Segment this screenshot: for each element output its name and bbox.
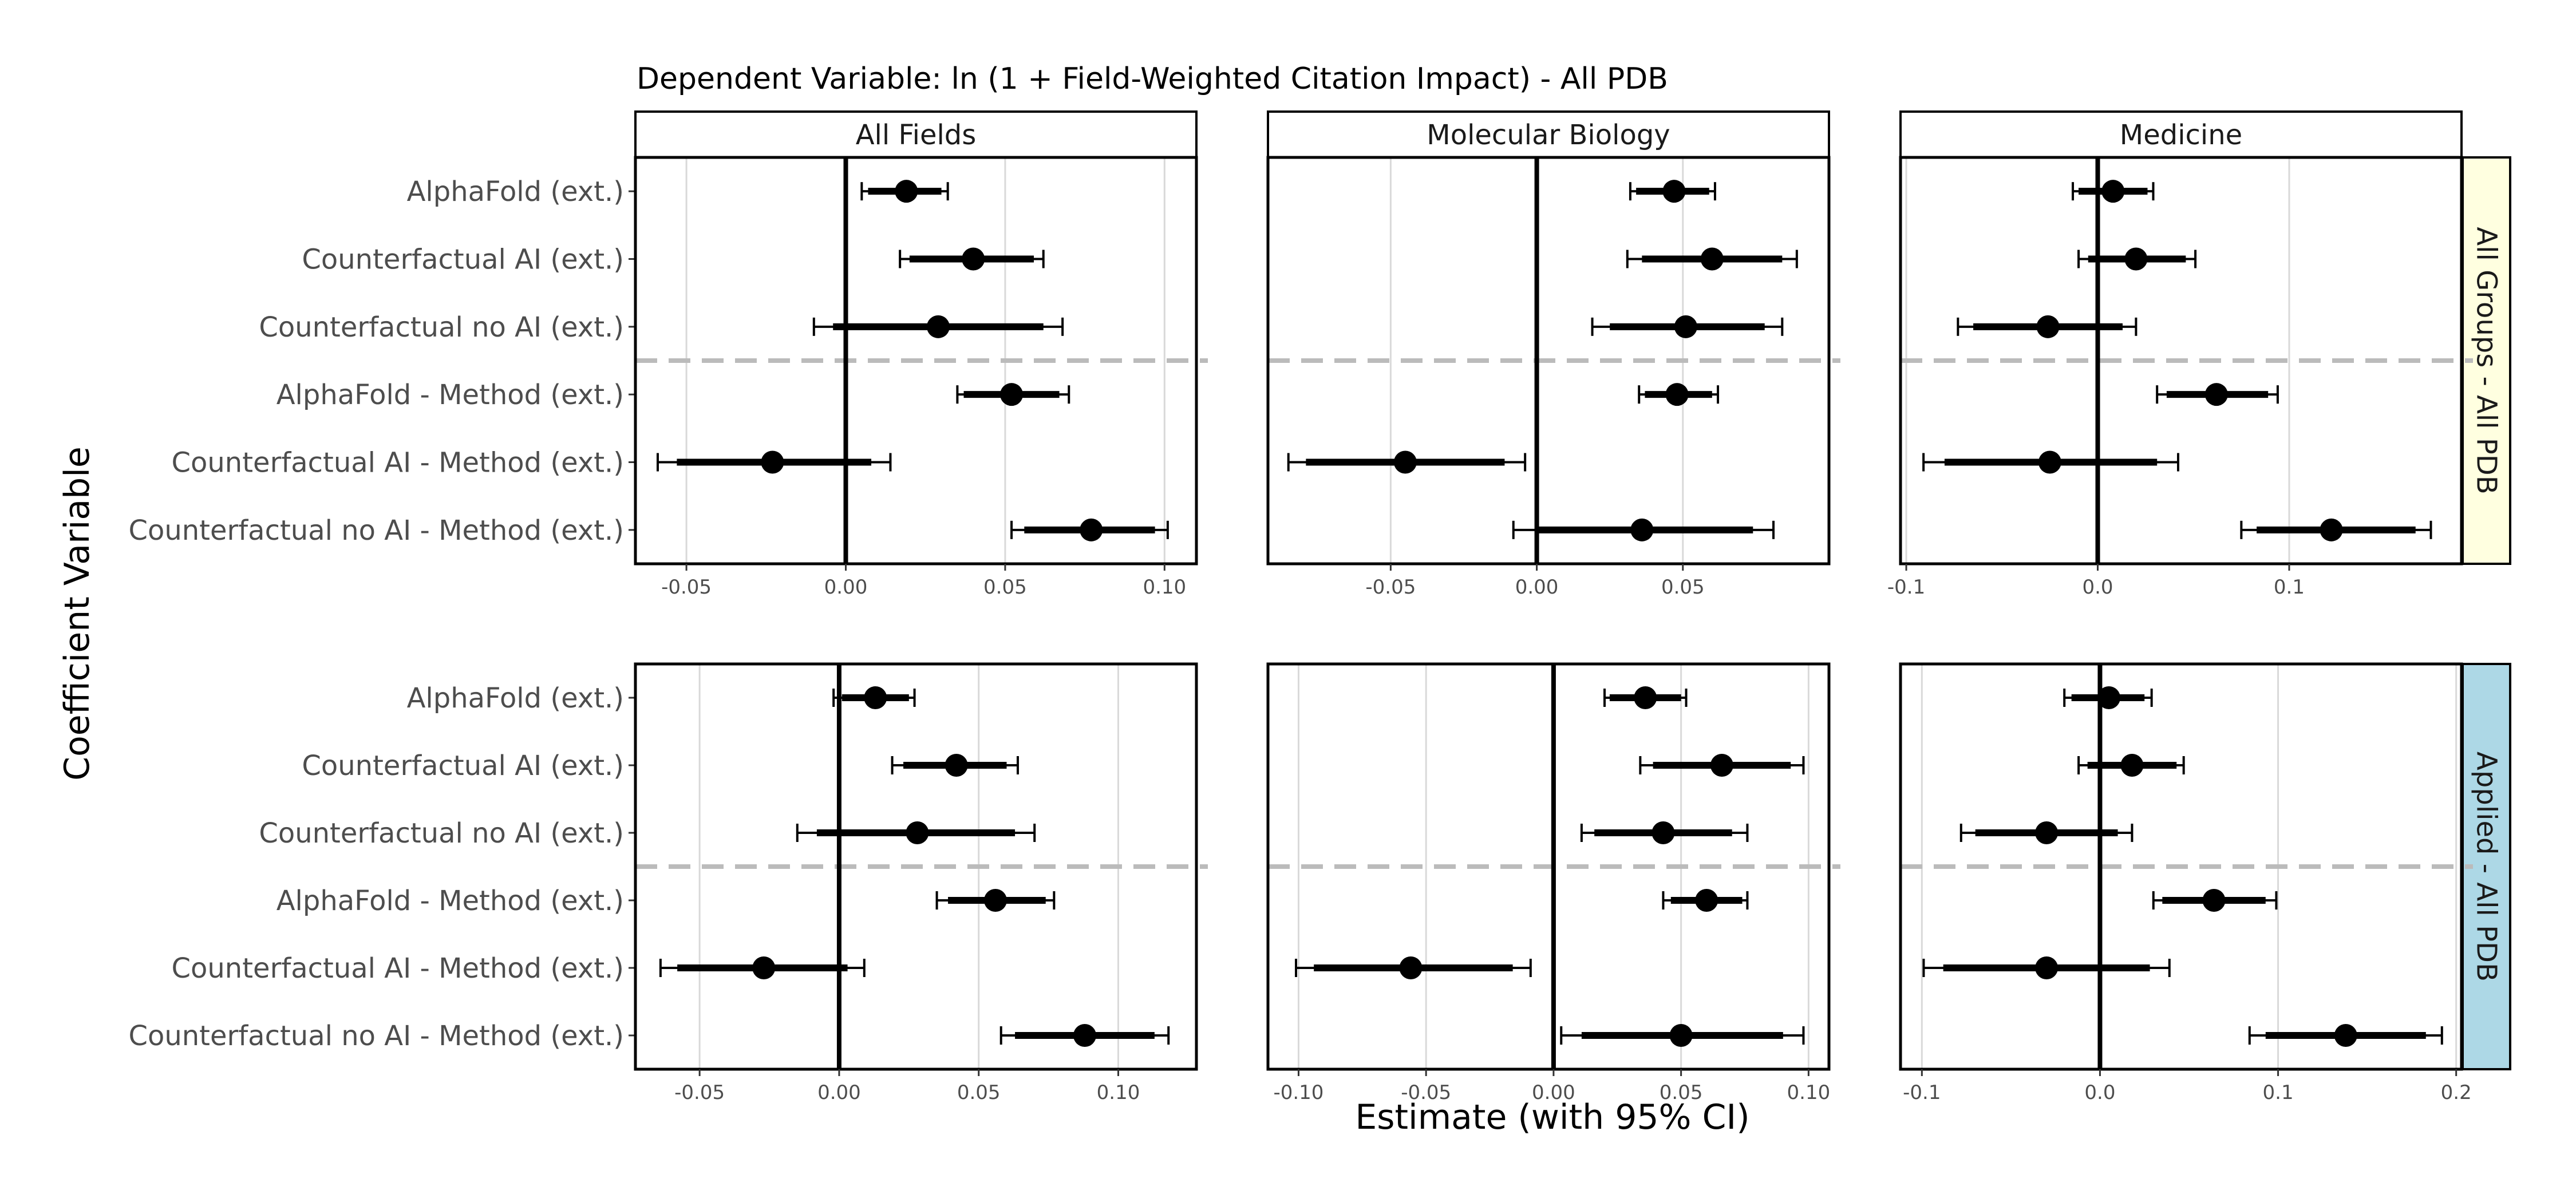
chart-title: Dependent Variable: ln (1 + Field-Weight… [637, 62, 1668, 96]
y-tick-label: AlphaFold (ext.) [407, 176, 624, 208]
column-strip-medicine [1899, 110, 2463, 159]
y-tick-label: Counterfactual AI (ext.) [302, 244, 624, 276]
estimate-point [2120, 754, 2144, 777]
y-tick-label: Counterfactual no AI - Method (ext.) [128, 515, 624, 547]
column-strip-label: Molecular Biology [1427, 119, 1670, 151]
x-tick-label: 0.10 [1143, 576, 1186, 599]
column-strip-label: All Fields [856, 119, 977, 151]
estimate-point [1073, 1024, 1096, 1047]
x-tick-label: -0.10 [1273, 1081, 1323, 1104]
x-tick-label: -0.05 [1401, 1081, 1451, 1104]
panel-all-groups-all-pdb-all-fields: -0.05 0.00 0.05 0.10 [634, 156, 1208, 599]
estimate-point [2097, 686, 2120, 709]
estimate-point [1710, 754, 1733, 777]
panel-border [1899, 156, 2463, 566]
x-tick-label: 0.0 [2084, 1081, 2115, 1104]
panel-applied-all-pdb-medicine: -0.1 0.0 0.1 0.2 [1899, 662, 2473, 1104]
y-tick-label: AlphaFold - Method (ext.) [276, 885, 624, 917]
x-tick-label: 0.00 [1515, 576, 1559, 599]
y-tick-label: Counterfactual no AI - Method (ext.) [128, 1020, 624, 1052]
x-tick-label: 0.00 [824, 576, 868, 599]
y-tick-label: Counterfactual AI - Method (ext.) [172, 447, 625, 479]
estimate-point [1695, 889, 1718, 912]
panel-border [1266, 662, 1831, 1071]
y-tick-label: Counterfactual no AI (ext.) [259, 311, 624, 343]
estimate-point [895, 180, 918, 203]
estimate-point [1652, 821, 1675, 844]
panel-border [1266, 156, 1831, 566]
row-strip-label: Applied - All PDB [2471, 752, 2503, 982]
x-tick-label: 0.05 [983, 576, 1027, 599]
estimate-point [2101, 180, 2125, 203]
estimate-point [1665, 383, 1689, 406]
estimate-point [2124, 247, 2148, 271]
x-tick-label: -0.05 [661, 576, 712, 599]
estimate-point [1700, 247, 1724, 271]
panel-border [634, 156, 1198, 566]
y-tick-label: Counterfactual AI - Method (ext.) [172, 952, 625, 984]
estimate-point [2334, 1024, 2357, 1047]
panel-applied-all-pdb-all-fields: -0.05 0.00 0.05 0.10 [634, 662, 1208, 1104]
estimate-point [2036, 315, 2060, 338]
x-tick-label: 0.00 [1532, 1081, 1575, 1104]
estimate-point [945, 754, 968, 777]
estimate-point [2038, 450, 2061, 474]
estimate-point [1080, 518, 1103, 541]
estimate-point [962, 247, 985, 271]
x-tick-label: 0.1 [2263, 1081, 2294, 1104]
column-strip-molecular-biology [1267, 110, 1830, 159]
x-tick-label: 0.00 [817, 1081, 861, 1104]
column-strip-label: Medicine [2120, 119, 2242, 151]
column-strip-all-fields [634, 110, 1198, 159]
y-axis-title: Coefficient Variable [57, 446, 97, 781]
estimate-point [1393, 450, 1417, 474]
y-tick-label: AlphaFold - Method (ext.) [276, 379, 624, 411]
estimate-point [2035, 956, 2059, 979]
estimate-point [926, 315, 950, 338]
panel-border [1899, 662, 2463, 1071]
panel-applied-all-pdb-molecular-biology: -0.10 -0.05 0.00 0.05 0.10 [1266, 662, 1840, 1104]
x-tick-label: -0.1 [1903, 1081, 1941, 1104]
estimate-point [2204, 383, 2228, 406]
estimate-point [906, 821, 929, 844]
estimate-point [2320, 518, 2343, 541]
x-tick-label: 0.10 [1097, 1081, 1140, 1104]
x-tick-label: -0.1 [1887, 576, 1925, 599]
panel-all-groups-all-pdb-molecular-biology: -0.05 0.00 0.05 [1266, 156, 1840, 599]
x-tick-label: 0.0 [2082, 576, 2113, 599]
panel-border [634, 662, 1198, 1071]
facet-grid: All Fields Molecular Biology Medicine All G… [128, 110, 2511, 1104]
y-tick-label: AlphaFold (ext.) [407, 682, 624, 714]
estimate-point [2202, 889, 2226, 912]
x-tick-label: -0.05 [1365, 576, 1416, 599]
estimate-point [1634, 686, 1657, 709]
estimate-point [1662, 180, 1686, 203]
estimate-point [761, 450, 784, 474]
estimate-point [864, 686, 887, 709]
estimate-point [1000, 383, 1024, 406]
x-tick-label: 0.1 [2274, 576, 2305, 599]
row-strip-label: All Groups - All PDB [2471, 227, 2503, 494]
x-tick-label: -0.05 [674, 1081, 725, 1104]
x-axis-title: Estimate (with 95% CI) [1355, 1097, 1749, 1137]
y-tick-label: Counterfactual AI (ext.) [302, 750, 624, 782]
x-tick-label: 0.05 [957, 1081, 1001, 1104]
x-tick-label: 0.10 [1787, 1081, 1831, 1104]
estimate-point [2035, 821, 2059, 844]
estimate-point [752, 956, 776, 979]
estimate-point [983, 889, 1007, 912]
estimate-point [1674, 315, 1697, 338]
x-tick-label: 0.05 [1660, 1081, 1703, 1104]
estimate-point [1669, 1024, 1693, 1047]
panel-all-groups-all-pdb-medicine: -0.1 0.0 0.1 [1887, 156, 2473, 599]
estimate-point [1399, 956, 1423, 979]
y-tick-label: Counterfactual no AI (ext.) [259, 817, 624, 849]
estimate-point [1630, 518, 1654, 541]
x-tick-label: 0.05 [1661, 576, 1705, 599]
x-tick-label: 0.2 [2441, 1081, 2472, 1104]
